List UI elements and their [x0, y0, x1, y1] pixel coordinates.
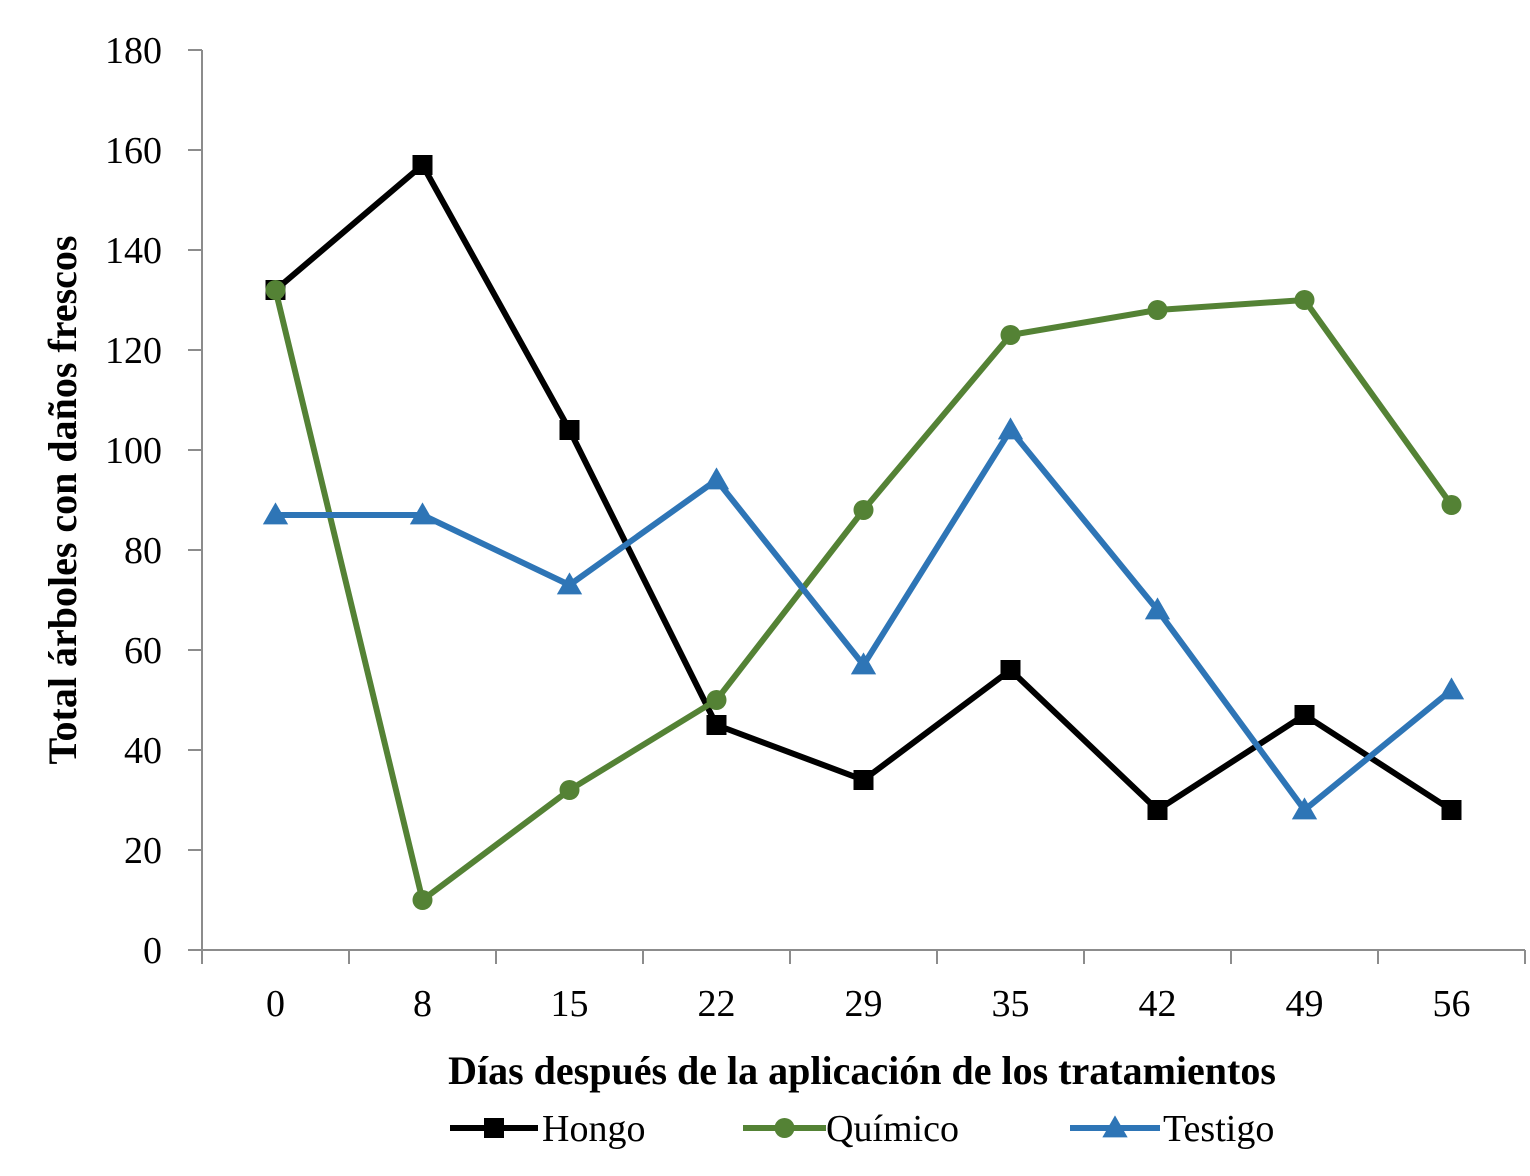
series-testigo: [262, 417, 1465, 820]
x-tick-label: 22: [698, 983, 736, 1025]
data-point-testigo: [997, 417, 1024, 440]
x-tick-label: 35: [992, 983, 1030, 1025]
data-point-testigo: [850, 652, 877, 675]
y-tick-label: 80: [124, 530, 162, 572]
legend-marker: [1102, 1115, 1128, 1138]
y-tick-label: 120: [105, 330, 162, 372]
legend: Hongo Químico Testigo: [450, 1108, 1274, 1150]
data-point-hongo: [1000, 660, 1021, 680]
data-point-hongo: [706, 715, 727, 735]
x-tick-labels: 0 8 15 22 29 35 42 49 56: [266, 983, 1471, 1025]
series-hongo: [265, 155, 1462, 820]
y-tick-labels: 0 20 40 60 80 100 120 140 160 180: [105, 30, 162, 972]
data-point-quimico: [1441, 495, 1462, 515]
y-tick-label: 160: [105, 130, 162, 172]
legend-label: Hongo: [542, 1108, 645, 1150]
legend-label: Químico: [826, 1108, 959, 1150]
x-tick-label: 49: [1286, 983, 1324, 1025]
y-tick-label: 0: [143, 930, 162, 972]
legend-item-quimico: Químico: [743, 1108, 959, 1150]
y-axis-title: Total árboles con daños frescos: [40, 236, 85, 765]
data-point-hongo: [1147, 800, 1168, 820]
data-point-quimico: [1147, 300, 1168, 320]
x-tick-label: 42: [1139, 983, 1177, 1025]
legend-label: Testigo: [1163, 1108, 1274, 1150]
legend-marker: [484, 1118, 504, 1138]
data-point-testigo: [409, 502, 436, 525]
data-point-hongo: [559, 420, 580, 440]
series-line-hongo: [273, 162, 1454, 813]
y-tick-label: 40: [124, 730, 162, 772]
data-point-testigo: [262, 502, 289, 525]
y-tick-label: 60: [124, 630, 162, 672]
legend-item-hongo: Hongo: [450, 1108, 645, 1150]
data-point-quimico: [1294, 290, 1315, 310]
y-tick-label: 100: [105, 430, 162, 472]
y-tick-label: 180: [105, 30, 162, 72]
data-point-quimico: [853, 500, 874, 520]
data-point-testigo: [1438, 677, 1465, 700]
x-axis-title: Días después de la aplicación de los tra…: [448, 1048, 1276, 1093]
series-line-quimico: [272, 289, 1454, 903]
data-point-quimico: [265, 280, 286, 300]
x-tick-label: 0: [266, 983, 285, 1025]
data-point-quimico: [706, 690, 727, 710]
data-point-hongo: [1294, 705, 1315, 725]
series-layer: [262, 155, 1465, 910]
data-point-hongo: [853, 770, 874, 790]
x-tick-label: 15: [551, 983, 589, 1025]
data-point-hongo: [412, 155, 433, 175]
x-tick-label: 56: [1433, 983, 1471, 1025]
data-point-testigo: [1144, 597, 1171, 620]
data-point-testigo: [703, 467, 730, 490]
legend-item-testigo: Testigo: [1070, 1108, 1274, 1150]
data-point-quimico: [1000, 325, 1021, 345]
data-point-quimico: [559, 780, 580, 800]
legend-marker: [774, 1118, 795, 1138]
series-line-testigo: [275, 427, 1454, 813]
y-tick-label: 140: [105, 230, 162, 272]
data-point-hongo: [1441, 800, 1462, 820]
x-tick-label: 8: [413, 983, 432, 1025]
data-point-testigo: [1291, 797, 1318, 820]
data-point-quimico: [412, 890, 433, 910]
x-tick-label: 29: [845, 983, 883, 1025]
axes: [188, 49, 1526, 964]
series-quimico: [265, 280, 1462, 910]
y-tick-label: 20: [124, 830, 162, 872]
data-point-testigo: [556, 572, 583, 595]
